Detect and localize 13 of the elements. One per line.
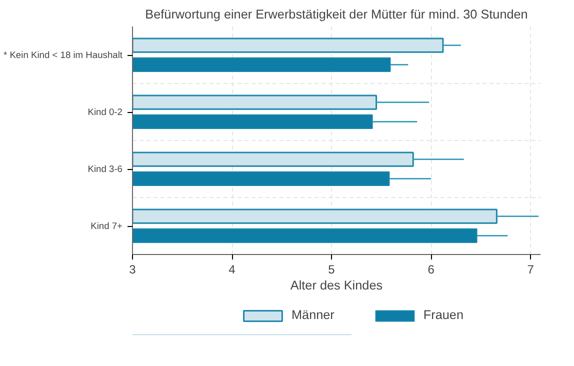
x-tick-label: 6 bbox=[428, 262, 435, 276]
chart-title: Befürwortung einer Erwerbstätigkeit der Mütter für mind. 30 Stunden bbox=[145, 8, 528, 22]
x-axis-title: Alter des Kindes bbox=[290, 278, 383, 292]
y-tick-label: Kind 3-6 bbox=[88, 164, 123, 174]
x-tick-label: 3 bbox=[129, 262, 136, 276]
legend-label: Frauen bbox=[423, 308, 464, 322]
x-tick-label: 4 bbox=[228, 262, 236, 276]
y-tick-label: Kind 7+ bbox=[90, 221, 123, 231]
y-tick-label: * Kein Kind < 18 im Haushalt bbox=[4, 50, 123, 60]
x-tick-label: 7 bbox=[527, 262, 534, 276]
y-tick-label: Kind 0-2 bbox=[88, 107, 123, 117]
legend-label: Männer bbox=[291, 308, 334, 322]
x-tick-label: 5 bbox=[328, 262, 336, 276]
